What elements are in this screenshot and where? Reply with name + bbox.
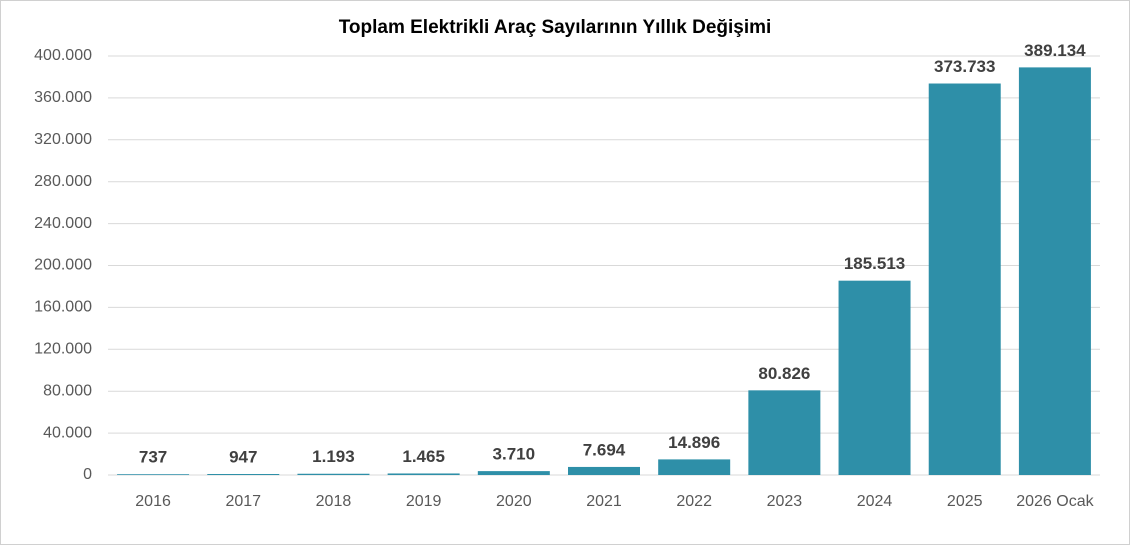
x-tick-label: 2025 — [947, 493, 983, 510]
x-tick-label: 2018 — [316, 493, 352, 510]
bar — [207, 474, 280, 475]
bar — [1018, 67, 1091, 475]
bar — [297, 473, 370, 475]
value-label: 14.896 — [668, 433, 720, 452]
x-tick-label: 2017 — [225, 493, 261, 510]
value-label: 80.826 — [758, 364, 810, 383]
y-tick-label: 120.000 — [34, 341, 92, 358]
bar — [658, 459, 731, 475]
value-label: 389.134 — [1024, 41, 1086, 60]
value-label: 373.733 — [934, 57, 995, 76]
y-tick-label: 360.000 — [34, 89, 92, 106]
y-tick-label: 200.000 — [34, 257, 92, 274]
bar — [568, 466, 640, 475]
y-tick-label: 240.000 — [34, 215, 92, 232]
value-label: 185.513 — [844, 254, 905, 273]
y-tick-label: 0 — [83, 466, 92, 483]
x-tick-label: 2022 — [676, 493, 712, 510]
bar — [387, 473, 460, 475]
value-label: 737 — [139, 448, 167, 467]
x-tick-label: 2021 — [586, 493, 622, 510]
y-tick-label: 280.000 — [34, 173, 92, 190]
x-tick-label: 2023 — [767, 493, 803, 510]
value-label: 7.694 — [583, 440, 626, 459]
bar — [928, 83, 1001, 475]
bar — [117, 474, 190, 475]
x-tick-label: 2020 — [496, 493, 532, 510]
y-tick-label: 40.000 — [43, 424, 92, 441]
chart-title: Toplam Elektrikli Araç Sayılarının Yıllı… — [339, 17, 772, 38]
x-tick-label: 2019 — [406, 493, 442, 510]
x-tick-label: 2026 Ocak — [1016, 493, 1094, 510]
value-label: 1.193 — [312, 447, 355, 466]
value-label: 1.465 — [402, 447, 445, 466]
y-tick-label: 320.000 — [34, 131, 92, 148]
value-label: 947 — [229, 447, 257, 466]
y-tick-label: 160.000 — [34, 299, 92, 316]
bar — [477, 471, 550, 475]
y-tick-label: 400.000 — [34, 47, 92, 64]
value-label: 3.710 — [493, 445, 536, 464]
y-tick-label: 80.000 — [43, 382, 92, 399]
x-tick-label: 2024 — [857, 493, 893, 510]
bar — [748, 390, 821, 475]
x-tick-label: 2016 — [135, 493, 171, 510]
bar — [838, 280, 911, 475]
